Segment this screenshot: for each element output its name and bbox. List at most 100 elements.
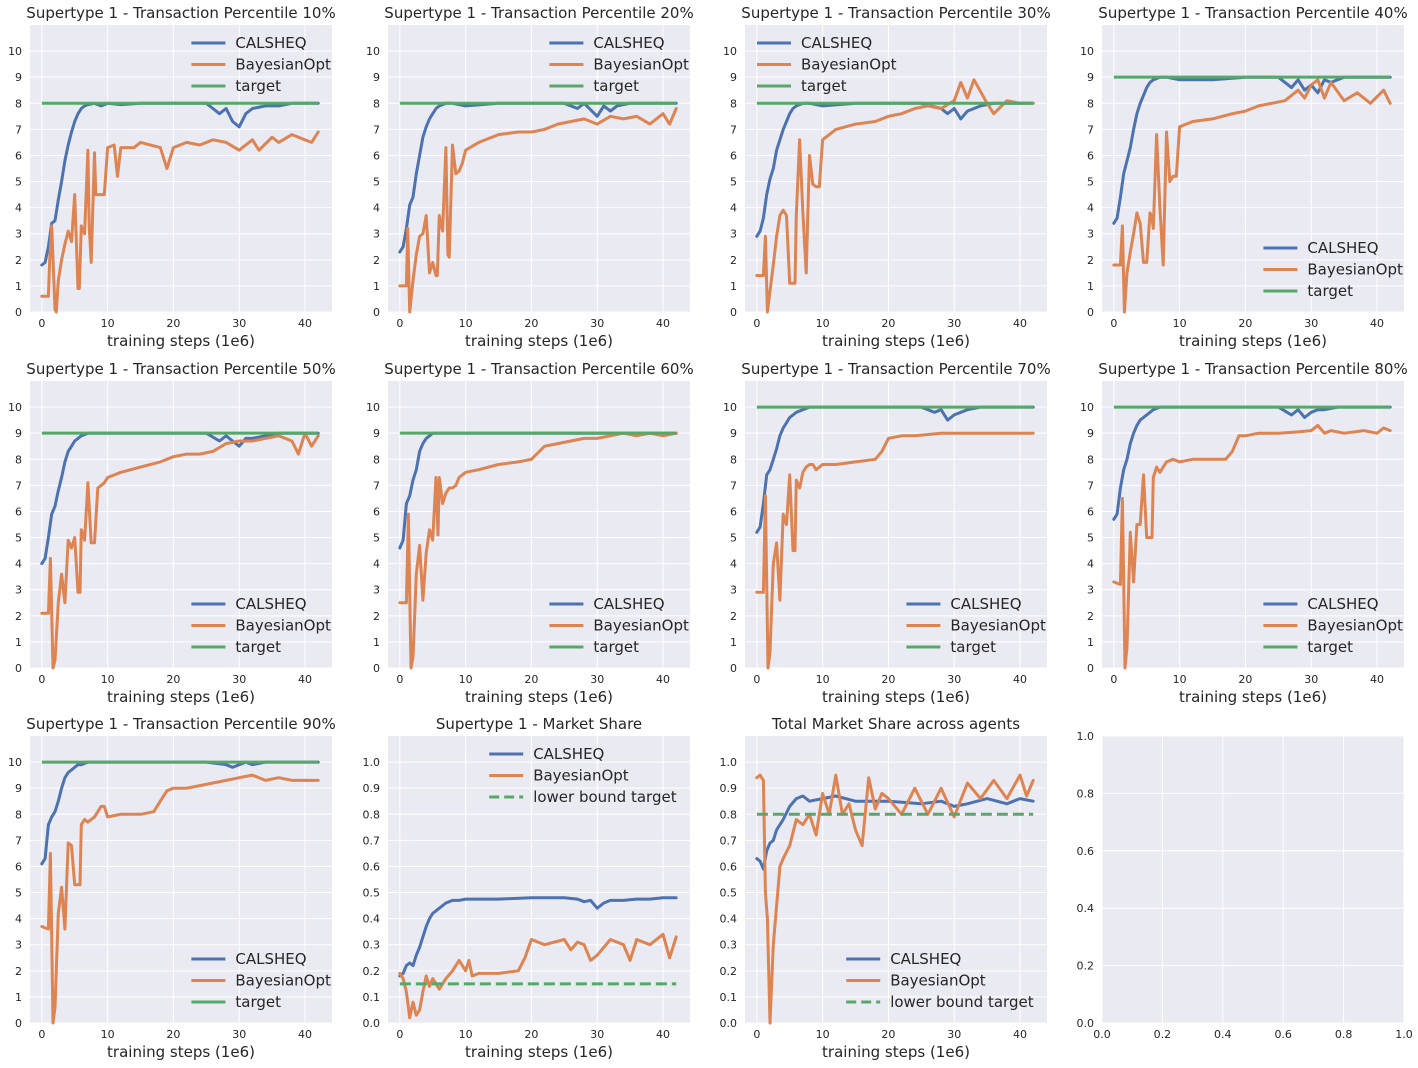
y-tick-label: 0.9 (720, 782, 738, 795)
plot-area (1102, 736, 1404, 1023)
x-tick-label: 30 (232, 673, 246, 686)
x-axis-label: training steps (1e6) (822, 688, 970, 706)
y-tick-label: 2 (15, 610, 22, 623)
y-tick-label: 0.8 (1077, 787, 1095, 800)
y-tick-label: 4 (15, 202, 22, 215)
legend-label: target (235, 77, 281, 95)
x-tick-label: 40 (1370, 673, 1384, 686)
legend-label: BayesianOpt (1307, 617, 1403, 635)
y-tick-label: 0.2 (720, 965, 738, 978)
x-tick-label: 20 (524, 673, 538, 686)
x-tick-label: 0 (1110, 673, 1117, 686)
y-tick-label: 1 (15, 991, 22, 1004)
y-tick-label: 0.7 (363, 834, 381, 847)
y-tick-label: 10 (723, 401, 737, 414)
y-tick-label: 3 (373, 584, 380, 597)
x-tick-label: 0 (1110, 317, 1117, 330)
chart-title: Supertype 1 - Transaction Percentile 30% (741, 4, 1050, 22)
x-tick-label: 0.2 (1154, 1028, 1172, 1041)
legend-label: BayesianOpt (593, 617, 689, 635)
y-tick-label: 8 (730, 97, 737, 110)
y-tick-label: 5 (15, 532, 22, 545)
legend-label: CALSHEQ (235, 595, 306, 613)
series-line-bayesian (755, 78, 1035, 314)
y-tick-label: 0 (730, 306, 737, 319)
y-tick-label: 0.0 (363, 1017, 381, 1030)
y-tick-label: 7 (1087, 123, 1094, 136)
x-axis-label: training steps (1e6) (465, 688, 613, 706)
legend-label: BayesianOpt (1307, 261, 1403, 279)
x-tick-label: 30 (232, 317, 246, 330)
x-tick-label: 0.8 (1335, 1028, 1353, 1041)
x-tick-label: 20 (881, 1028, 895, 1041)
y-tick-label: 0 (730, 662, 737, 675)
y-tick-label: 0.0 (1077, 1017, 1095, 1030)
y-tick-label: 7 (730, 479, 737, 492)
y-tick-label: 8 (373, 97, 380, 110)
y-tick-label: 2 (15, 254, 22, 267)
y-tick-label: 0.7 (720, 834, 738, 847)
x-tick-label: 30 (947, 317, 961, 330)
legend-label: BayesianOpt (235, 617, 331, 635)
chart-panel-5: 0 10 20 30 40 0 1 2 3 4 5 6 7 8 9 10 Supertype 1 - Trans… (8, 360, 336, 706)
y-tick-label: 4 (15, 558, 22, 571)
y-tick-label: 0 (373, 306, 380, 319)
x-tick-label: 20 (166, 317, 180, 330)
y-tick-label: 6 (1087, 505, 1094, 518)
x-tick-label: 0 (753, 1028, 760, 1041)
y-tick-label: 7 (373, 479, 380, 492)
y-tick-label: 7 (373, 123, 380, 136)
y-tick-label: 3 (730, 228, 737, 241)
y-tick-label: 1.0 (720, 756, 738, 769)
x-tick-label: 20 (524, 1028, 538, 1041)
y-tick-label: 8 (1087, 97, 1094, 110)
chart-title: Supertype 1 - Transaction Percentile 60% (384, 360, 693, 378)
plot-area (30, 381, 332, 668)
chart-panel-10: 0 10 20 30 40 0.0 0.1 0.2 0.3 0.4 0.5 0.6 0.7 0.8 0.9 1… (363, 715, 690, 1061)
x-tick-label: 40 (298, 673, 312, 686)
x-tick-label: 10 (101, 1028, 115, 1041)
y-tick-label: 6 (373, 149, 380, 162)
y-tick-label: 7 (15, 834, 22, 847)
y-tick-label: 1 (373, 280, 380, 293)
x-tick-label: 30 (947, 1028, 961, 1041)
y-tick-label: 0.4 (720, 913, 738, 926)
y-tick-label: 10 (723, 45, 737, 58)
y-tick-label: 9 (1087, 427, 1094, 440)
y-tick-label: 3 (1087, 584, 1094, 597)
y-tick-label: 3 (1087, 228, 1094, 241)
series-line-bayesian (40, 431, 320, 670)
x-axis-label: training steps (1e6) (1179, 688, 1327, 706)
series-line-bayesian (398, 932, 678, 1020)
x-tick-label: 20 (1238, 673, 1252, 686)
chart-title: Supertype 1 - Transaction Percentile 90% (26, 715, 335, 733)
y-tick-label: 9 (730, 427, 737, 440)
series-line-bayesian (755, 431, 1035, 670)
legend-label: BayesianOpt (890, 972, 986, 990)
y-tick-label: 8 (15, 453, 22, 466)
y-tick-label: 0.5 (720, 887, 738, 900)
y-tick-label: 1 (1087, 636, 1094, 649)
legend: CALSHEQ BayesianOpt lower bound target (489, 745, 677, 806)
y-tick-label: 9 (373, 427, 380, 440)
y-tick-label: 4 (373, 558, 380, 571)
x-tick-label: 20 (881, 673, 895, 686)
y-tick-label: 10 (366, 401, 380, 414)
series-line-bayesian (1112, 78, 1392, 314)
x-tick-label: 10 (101, 317, 115, 330)
y-tick-label: 10 (8, 756, 22, 769)
y-tick-label: 3 (730, 584, 737, 597)
plot-area (388, 736, 690, 1023)
y-tick-label: 1 (1087, 280, 1094, 293)
y-tick-label: 1.0 (1077, 730, 1095, 743)
series-line-bayesian (398, 431, 678, 670)
x-tick-label: 10 (816, 1028, 830, 1041)
x-tick-label: 20 (1238, 317, 1252, 330)
x-tick-label: 30 (232, 1028, 246, 1041)
y-tick-label: 2 (15, 965, 22, 978)
legend-label: BayesianOpt (235, 56, 331, 74)
legend-label: target (593, 77, 639, 95)
y-tick-label: 8 (373, 453, 380, 466)
x-tick-label: 0.6 (1274, 1028, 1292, 1041)
y-tick-label: 2 (730, 610, 737, 623)
